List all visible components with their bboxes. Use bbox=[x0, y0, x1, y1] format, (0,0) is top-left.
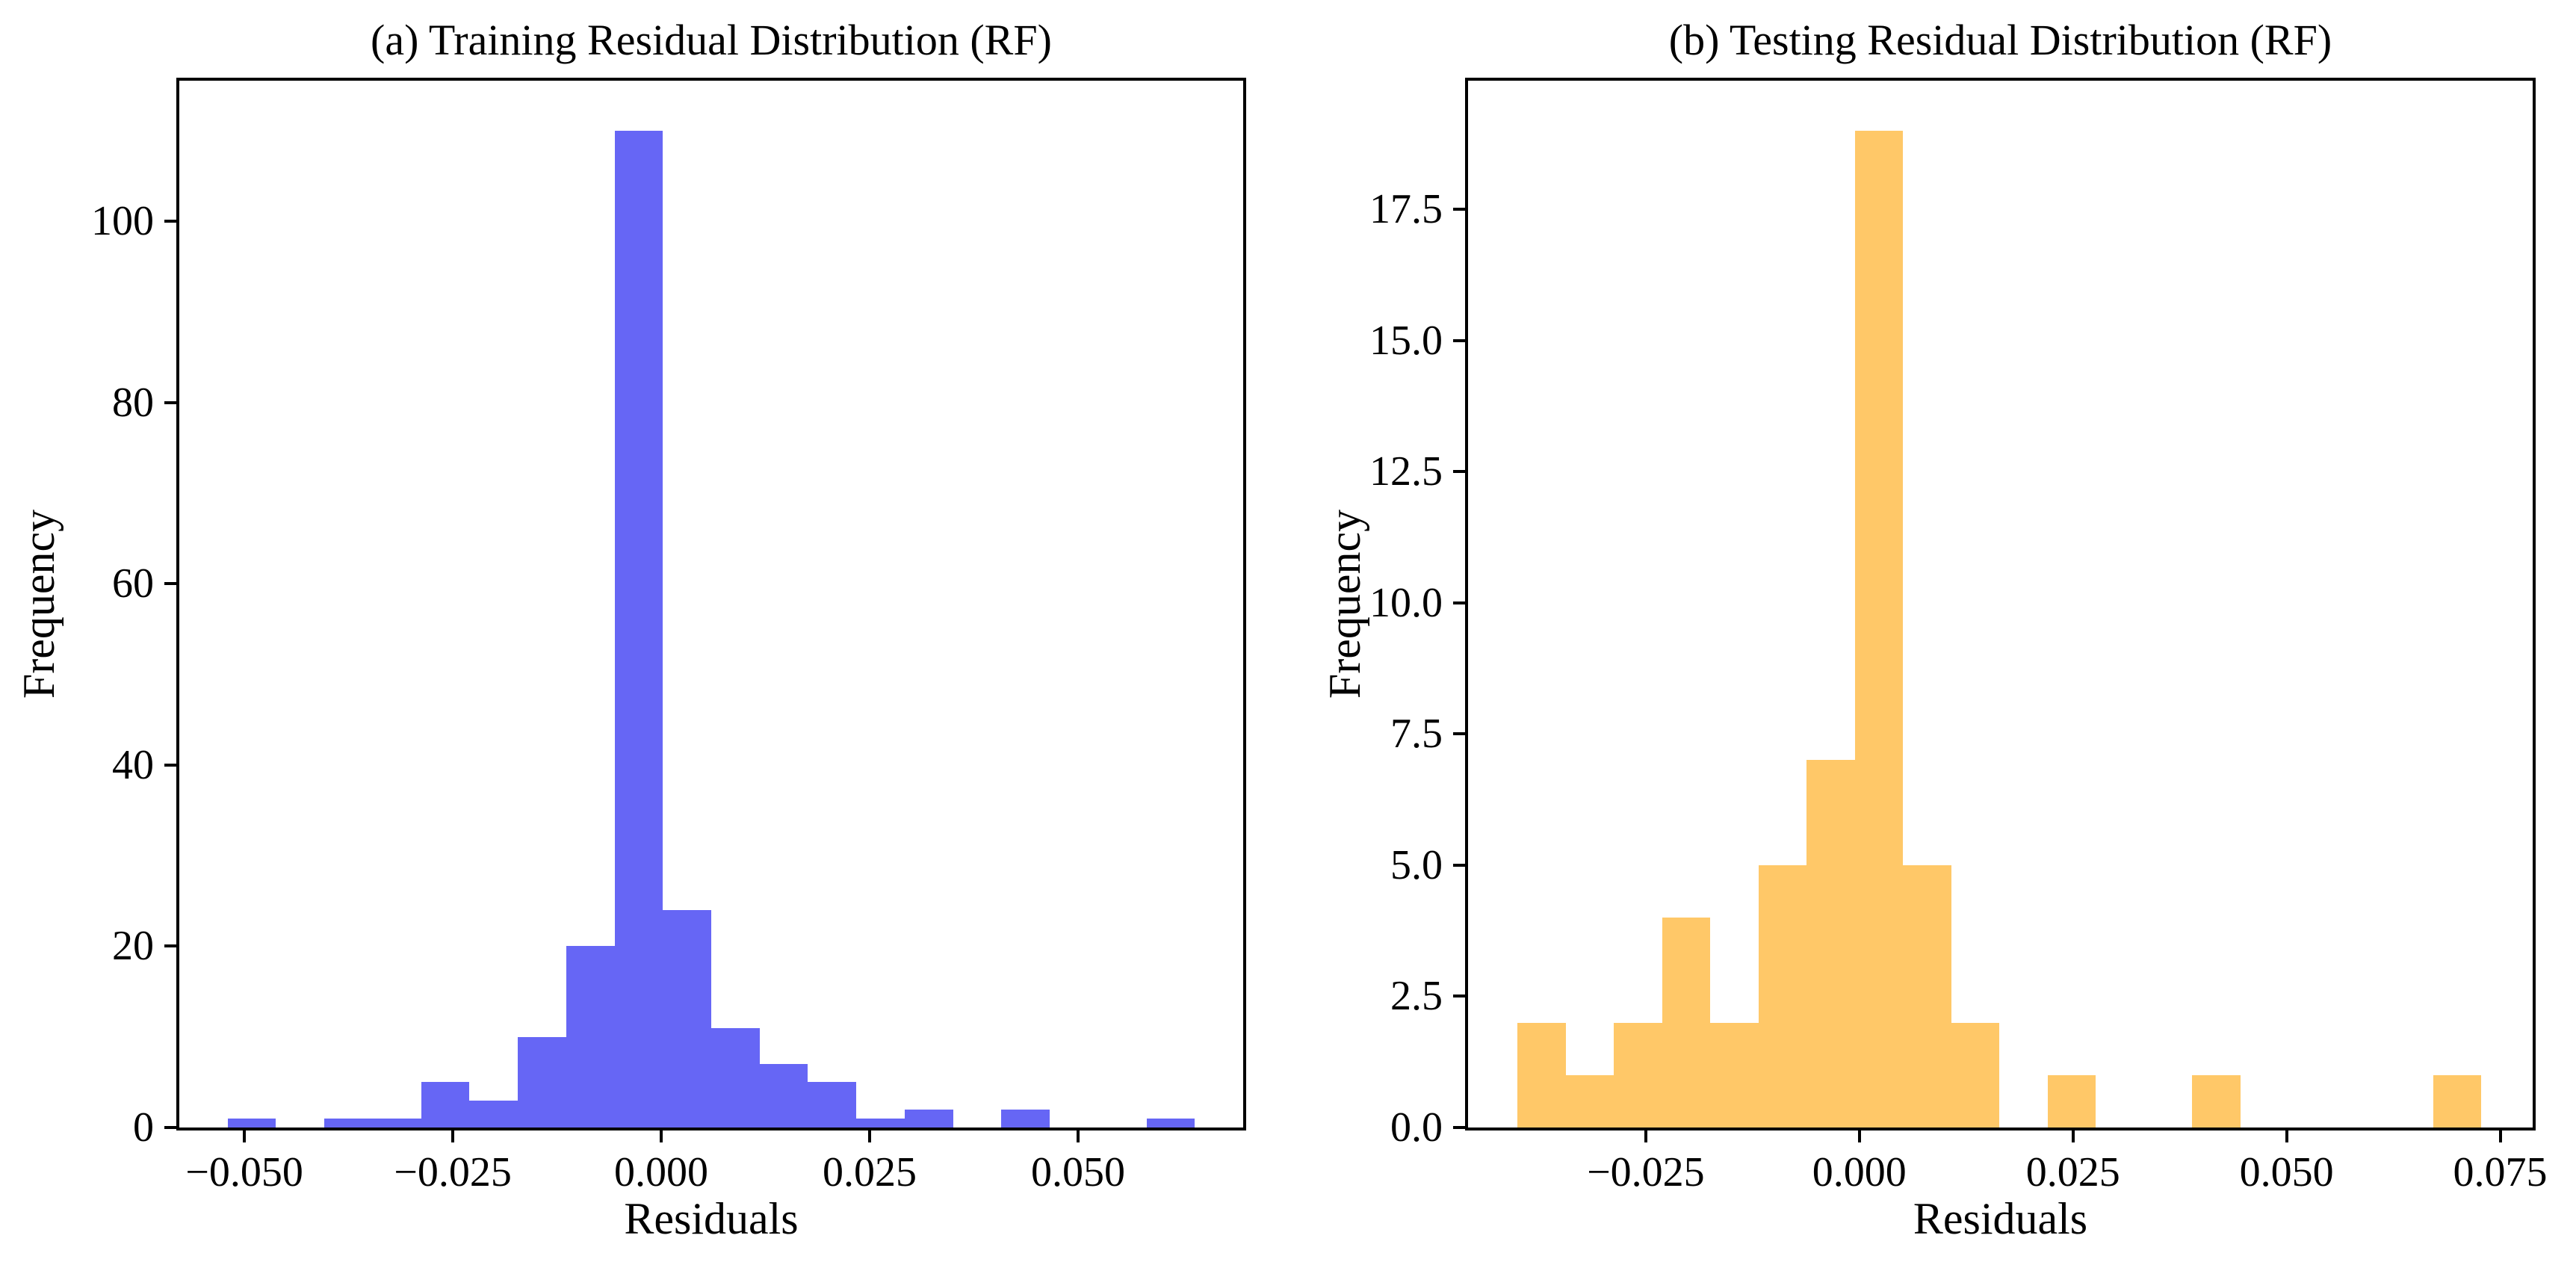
x-tick-mark bbox=[2498, 1128, 2502, 1142]
y-tick-mark bbox=[1453, 470, 1468, 474]
x-tick-mark bbox=[243, 1128, 247, 1142]
x-tick-mark bbox=[451, 1128, 455, 1142]
y-tick-label: 40 bbox=[112, 741, 154, 788]
x-tick-mark bbox=[1077, 1128, 1080, 1142]
y-tick-mark bbox=[1453, 601, 1468, 604]
y-tick-mark bbox=[164, 763, 179, 767]
y-tick-label: 15.0 bbox=[1369, 317, 1443, 364]
y-tick-label: 100 bbox=[91, 198, 154, 244]
y-tick-mark bbox=[164, 1126, 179, 1129]
histogram-bar bbox=[2192, 1074, 2241, 1128]
x-tick-mark bbox=[868, 1128, 872, 1142]
x-tick-label: 0.075 bbox=[2453, 1149, 2548, 1196]
x-tick-mark bbox=[2071, 1128, 2075, 1142]
x-tick-label: 0.025 bbox=[823, 1149, 917, 1196]
histogram-bar bbox=[1903, 864, 1951, 1128]
x-tick-label: 0.050 bbox=[1031, 1149, 1126, 1196]
x-tick-mark bbox=[1857, 1128, 1861, 1142]
histogram-bar bbox=[1758, 864, 1807, 1128]
histogram-bar bbox=[1001, 1109, 1050, 1128]
histogram-bar bbox=[1146, 1118, 1195, 1128]
histogram-bar bbox=[1662, 918, 1711, 1128]
x-tick-label: 0.050 bbox=[2239, 1149, 2334, 1196]
histogram-bar bbox=[808, 1082, 857, 1128]
training-histogram-axes: −0.050 −0.025 0.000 0.025 0.050 0 20 40 60 80 100 bbox=[91, 78, 1246, 1196]
y-tick-label: 80 bbox=[112, 379, 154, 426]
y-tick-label: 0.0 bbox=[1390, 1104, 1443, 1151]
x-tick-label: −0.025 bbox=[394, 1149, 512, 1196]
histogram-bar bbox=[711, 1027, 760, 1128]
y-tick-label: 10.0 bbox=[1369, 579, 1443, 626]
histogram-bar bbox=[663, 909, 711, 1128]
histogram-bar bbox=[518, 1036, 566, 1128]
y-tick-label: 7.5 bbox=[1390, 711, 1443, 758]
y-tick-mark bbox=[164, 220, 179, 223]
y-tick-mark bbox=[164, 944, 179, 948]
y-tick-label: 2.5 bbox=[1390, 973, 1443, 1020]
histogram-bar bbox=[469, 1100, 518, 1128]
testing-histogram-axes: −0.025 0.000 0.025 0.050 0.075 0.0 2.5 5.0 7.5 10… bbox=[1369, 78, 2548, 1196]
histogram-bar bbox=[372, 1118, 421, 1128]
histogram-bar bbox=[1951, 1022, 2000, 1128]
y-tick-mark bbox=[164, 400, 179, 404]
histogram-bar bbox=[1806, 760, 1855, 1128]
y-tick-mark bbox=[1453, 732, 1468, 736]
histogram-bar bbox=[1565, 1074, 1614, 1128]
y-tick-label: 5.0 bbox=[1390, 841, 1443, 888]
y-tick-label: 0 bbox=[133, 1104, 154, 1151]
y-tick-mark bbox=[1453, 995, 1468, 998]
histogram-bar bbox=[421, 1082, 470, 1128]
x-tick-mark bbox=[660, 1128, 663, 1142]
histogram-bar bbox=[2047, 1074, 2096, 1128]
training-x-axis-label: Residuals bbox=[624, 1194, 799, 1243]
x-tick-label: 0.000 bbox=[1812, 1149, 1907, 1196]
training-plot-area bbox=[179, 81, 1243, 1128]
y-tick-mark bbox=[1453, 208, 1468, 211]
testing-plot-area bbox=[1468, 81, 2533, 1128]
y-tick-mark bbox=[1453, 338, 1468, 342]
y-tick-label: 17.5 bbox=[1369, 186, 1443, 233]
testing-plot-title: (b) Testing Residual Distribution (RF) bbox=[1668, 16, 2332, 64]
histogram-bar bbox=[1614, 1022, 1662, 1128]
x-tick-label: 0.000 bbox=[614, 1149, 709, 1196]
histogram-bar bbox=[856, 1118, 905, 1128]
x-tick-label: −0.050 bbox=[185, 1149, 303, 1196]
testing-y-axis-label: Frequency bbox=[1320, 509, 1370, 699]
y-tick-label: 60 bbox=[112, 560, 154, 607]
histogram-bar bbox=[1854, 130, 1904, 1128]
x-tick-mark bbox=[2285, 1128, 2288, 1142]
histogram-bar bbox=[227, 1118, 276, 1128]
testing-x-axis-label: Residuals bbox=[1913, 1194, 2088, 1243]
histogram-bar bbox=[759, 1064, 808, 1128]
histogram-bar bbox=[2433, 1074, 2482, 1128]
histogram-bar bbox=[566, 946, 615, 1128]
histogram-bar bbox=[324, 1118, 373, 1128]
y-tick-mark bbox=[1453, 863, 1468, 867]
histogram-bar bbox=[1710, 1022, 1759, 1128]
x-tick-label: −0.025 bbox=[1587, 1149, 1705, 1196]
training-plot-title: (a) Training Residual Distribution (RF) bbox=[371, 16, 1052, 64]
x-tick-mark bbox=[1644, 1128, 1647, 1142]
histogram-bar bbox=[614, 130, 663, 1128]
y-tick-mark bbox=[1453, 1126, 1468, 1129]
y-tick-label: 12.5 bbox=[1369, 448, 1443, 495]
y-tick-mark bbox=[164, 582, 179, 586]
histogram-bar bbox=[904, 1109, 953, 1128]
training-y-axis-label: Frequency bbox=[14, 509, 64, 699]
x-tick-label: 0.025 bbox=[2025, 1149, 2120, 1196]
histogram-bar bbox=[1517, 1022, 1566, 1128]
y-tick-label: 20 bbox=[112, 923, 154, 970]
